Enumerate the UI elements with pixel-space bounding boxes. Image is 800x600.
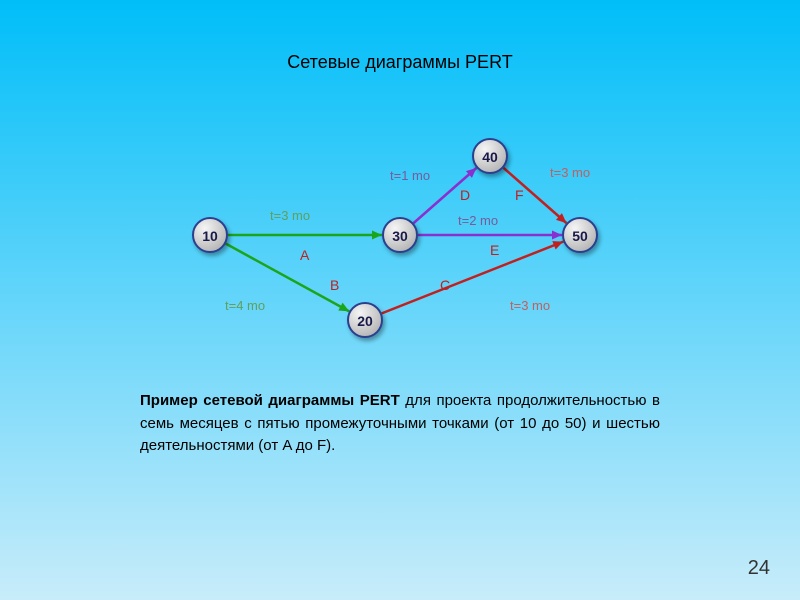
node-label: 40 (482, 149, 498, 165)
edge-duration-label: t=4 mo (225, 298, 265, 313)
activity-label: F (515, 187, 524, 203)
activity-label: A (300, 247, 310, 263)
arrowhead-icon (552, 231, 562, 240)
slide-title: Сетевые диаграммы PERT (0, 52, 800, 73)
slide: Сетевые диаграммы PERT t=3 mo At=4 mo Bt=3… (0, 0, 800, 600)
pert-diagram: t=3 mo At=4 mo Bt=3 mo Ct=1 mo Dt=2 mo Et=3 m… (180, 120, 620, 350)
edge-duration-label: t=3 mo (510, 298, 550, 313)
description-text: Пример сетевой диаграммы PERT для проект… (140, 390, 660, 458)
node: 10 (193, 218, 227, 252)
activity-label: E (490, 242, 499, 258)
node-label: 10 (202, 228, 218, 244)
activity-label: C (440, 277, 450, 293)
node: 50 (563, 218, 597, 252)
activity-label: B (330, 277, 339, 293)
edge-duration-label: t=1 mo (390, 168, 430, 183)
node: 40 (473, 139, 507, 173)
edge-duration-label: t=3 mo (550, 165, 590, 180)
edge-duration-label: t=2 mo (458, 213, 498, 228)
page-number: 24 (748, 557, 770, 580)
node: 30 (383, 218, 417, 252)
edge-duration-label: t=3 mo (270, 208, 310, 223)
activity-label: D (460, 187, 470, 203)
node-label: 50 (572, 228, 588, 244)
node-label: 20 (357, 313, 373, 329)
node: 20 (348, 303, 382, 337)
node-label: 30 (392, 228, 408, 244)
arrowhead-icon (372, 231, 382, 240)
